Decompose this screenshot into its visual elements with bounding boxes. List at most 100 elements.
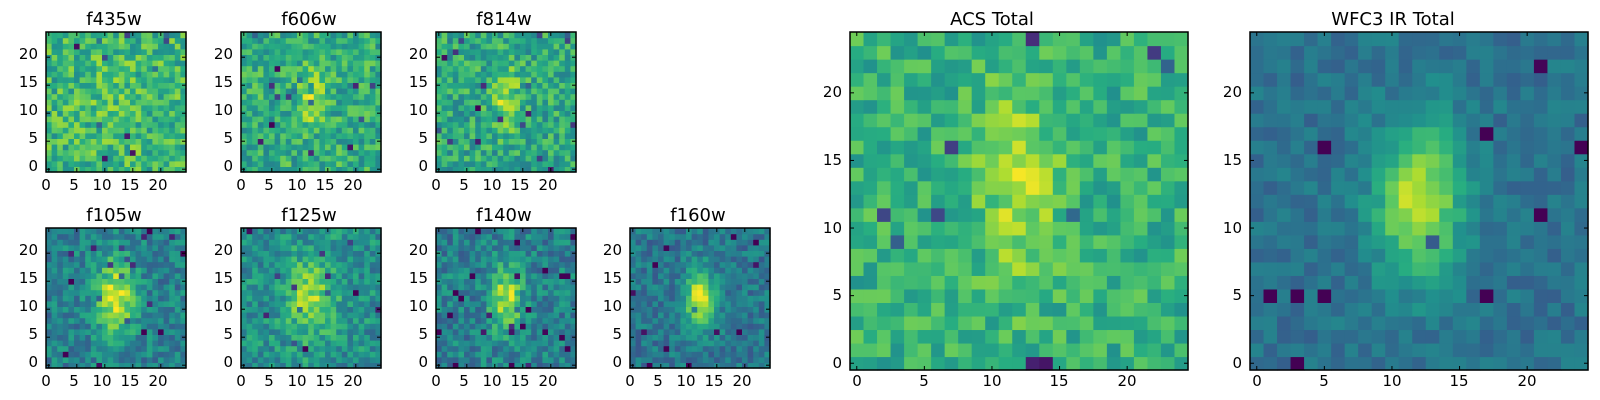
- heatmap-cell: [85, 345, 92, 352]
- heatmap-cell: [358, 65, 365, 72]
- heatmap-cell: [503, 127, 510, 134]
- heatmap-cell: [863, 234, 878, 249]
- heatmap-cell: [57, 82, 64, 89]
- heatmap-cell: [985, 180, 1000, 195]
- heatmap-cell: [570, 127, 577, 134]
- heatmap-cell: [158, 278, 165, 285]
- heatmap-cell: [308, 256, 315, 263]
- heatmap-cell: [241, 261, 248, 268]
- heatmap-cell: [674, 334, 681, 341]
- heatmap-cell: [130, 48, 137, 55]
- heatmap-cell: [130, 54, 137, 61]
- heatmap-cell: [130, 306, 137, 313]
- heatmap-cell: [686, 233, 693, 240]
- heatmap-cell: [246, 261, 253, 268]
- heatmap-cell: [113, 32, 120, 39]
- heatmap-cell: [514, 60, 521, 67]
- heatmap-cell: [347, 76, 354, 83]
- heatmap-cell: [480, 356, 487, 363]
- heatmap-cell: [124, 328, 131, 335]
- heatmap-cell: [107, 71, 114, 78]
- heatmap-cell: [548, 239, 555, 246]
- heatmap-cell: [503, 323, 510, 330]
- heatmap-cell: [263, 82, 270, 89]
- heatmap-cell: [347, 300, 354, 307]
- heatmap-cell: [252, 233, 259, 240]
- heatmap-cell: [113, 99, 120, 106]
- heatmap-cell: [536, 82, 543, 89]
- heatmap-cell: [274, 228, 281, 235]
- heatmap-cell: [697, 289, 704, 296]
- heatmap-cell: [107, 295, 114, 302]
- heatmap-cell: [146, 295, 153, 302]
- heatmap-cell: [375, 312, 382, 319]
- heatmap-cell: [325, 295, 332, 302]
- heatmap-cell: [313, 233, 320, 240]
- heatmap-cell: [492, 88, 499, 95]
- heatmap-cell: [686, 284, 693, 291]
- heatmap-cell: [341, 256, 348, 263]
- heatmap-cell: [669, 256, 676, 263]
- heatmap-cell: [1093, 180, 1108, 195]
- heatmap-cell: [107, 93, 114, 100]
- heatmap-cell: [719, 261, 726, 268]
- heatmap-cell: [285, 345, 292, 352]
- heatmap-cell: [669, 345, 676, 352]
- heatmap-cell: [280, 155, 287, 162]
- heatmap-cell: [174, 278, 181, 285]
- heatmap-cell: [269, 261, 276, 268]
- heatmap-cell: [674, 239, 681, 246]
- heatmap-cell: [146, 312, 153, 319]
- heatmap-cell: [257, 71, 264, 78]
- heatmap-cell: [291, 306, 298, 313]
- heatmap-cell: [503, 138, 510, 145]
- heatmap-cell: [46, 88, 53, 95]
- heatmap-cell: [553, 239, 560, 246]
- heatmap-cell: [152, 250, 159, 257]
- heatmap-cell: [658, 272, 665, 279]
- heatmap-cell: [113, 317, 120, 324]
- heatmap-cell: [146, 48, 153, 55]
- heatmap-cell: [68, 356, 75, 363]
- heatmap-cell: [74, 82, 81, 89]
- heatmap-cell: [747, 362, 754, 369]
- heatmap-cell: [135, 228, 142, 235]
- heatmap-cell: [141, 99, 148, 106]
- heatmap-cell: [436, 239, 443, 246]
- heatmap-cell: [725, 317, 732, 324]
- heatmap-cell: [85, 317, 92, 324]
- heatmap-cell: [341, 278, 348, 285]
- heatmap-cell: [118, 233, 125, 240]
- heatmap-cell: [850, 234, 865, 249]
- heatmap-cell: [180, 88, 187, 95]
- heatmap-cell: [308, 284, 315, 291]
- heatmap-cell: [169, 267, 176, 274]
- heatmap-cell: [458, 43, 465, 50]
- heatmap-cell: [158, 284, 165, 291]
- heatmap-cell: [85, 99, 92, 106]
- heatmap-cell: [736, 278, 743, 285]
- heatmap-cell: [291, 127, 298, 134]
- heatmap-cell: [542, 88, 549, 95]
- heatmap-cell: [1039, 288, 1054, 303]
- heatmap-cell: [492, 284, 499, 291]
- heatmap-cell: [90, 82, 97, 89]
- heatmap-cell: [691, 289, 698, 296]
- heatmap-cell: [503, 272, 510, 279]
- heatmap-cell: [325, 82, 332, 89]
- heatmap-cell: [74, 256, 81, 263]
- heatmap-cell: [531, 32, 538, 39]
- heatmap-cell: [302, 99, 309, 106]
- heatmap-cell: [263, 160, 270, 167]
- heatmap-cell: [57, 328, 64, 335]
- heatmap-cell: [531, 149, 538, 156]
- heatmap-cell: [441, 166, 448, 173]
- heatmap-cell: [542, 362, 549, 369]
- heatmap-cell: [536, 138, 543, 145]
- heatmap-cell: [452, 306, 459, 313]
- heatmap-cell: [436, 256, 443, 263]
- heatmap-cell: [146, 99, 153, 106]
- heatmap-cell: [358, 104, 365, 111]
- tick-marks: [436, 228, 576, 368]
- heatmap-cell: [124, 233, 131, 240]
